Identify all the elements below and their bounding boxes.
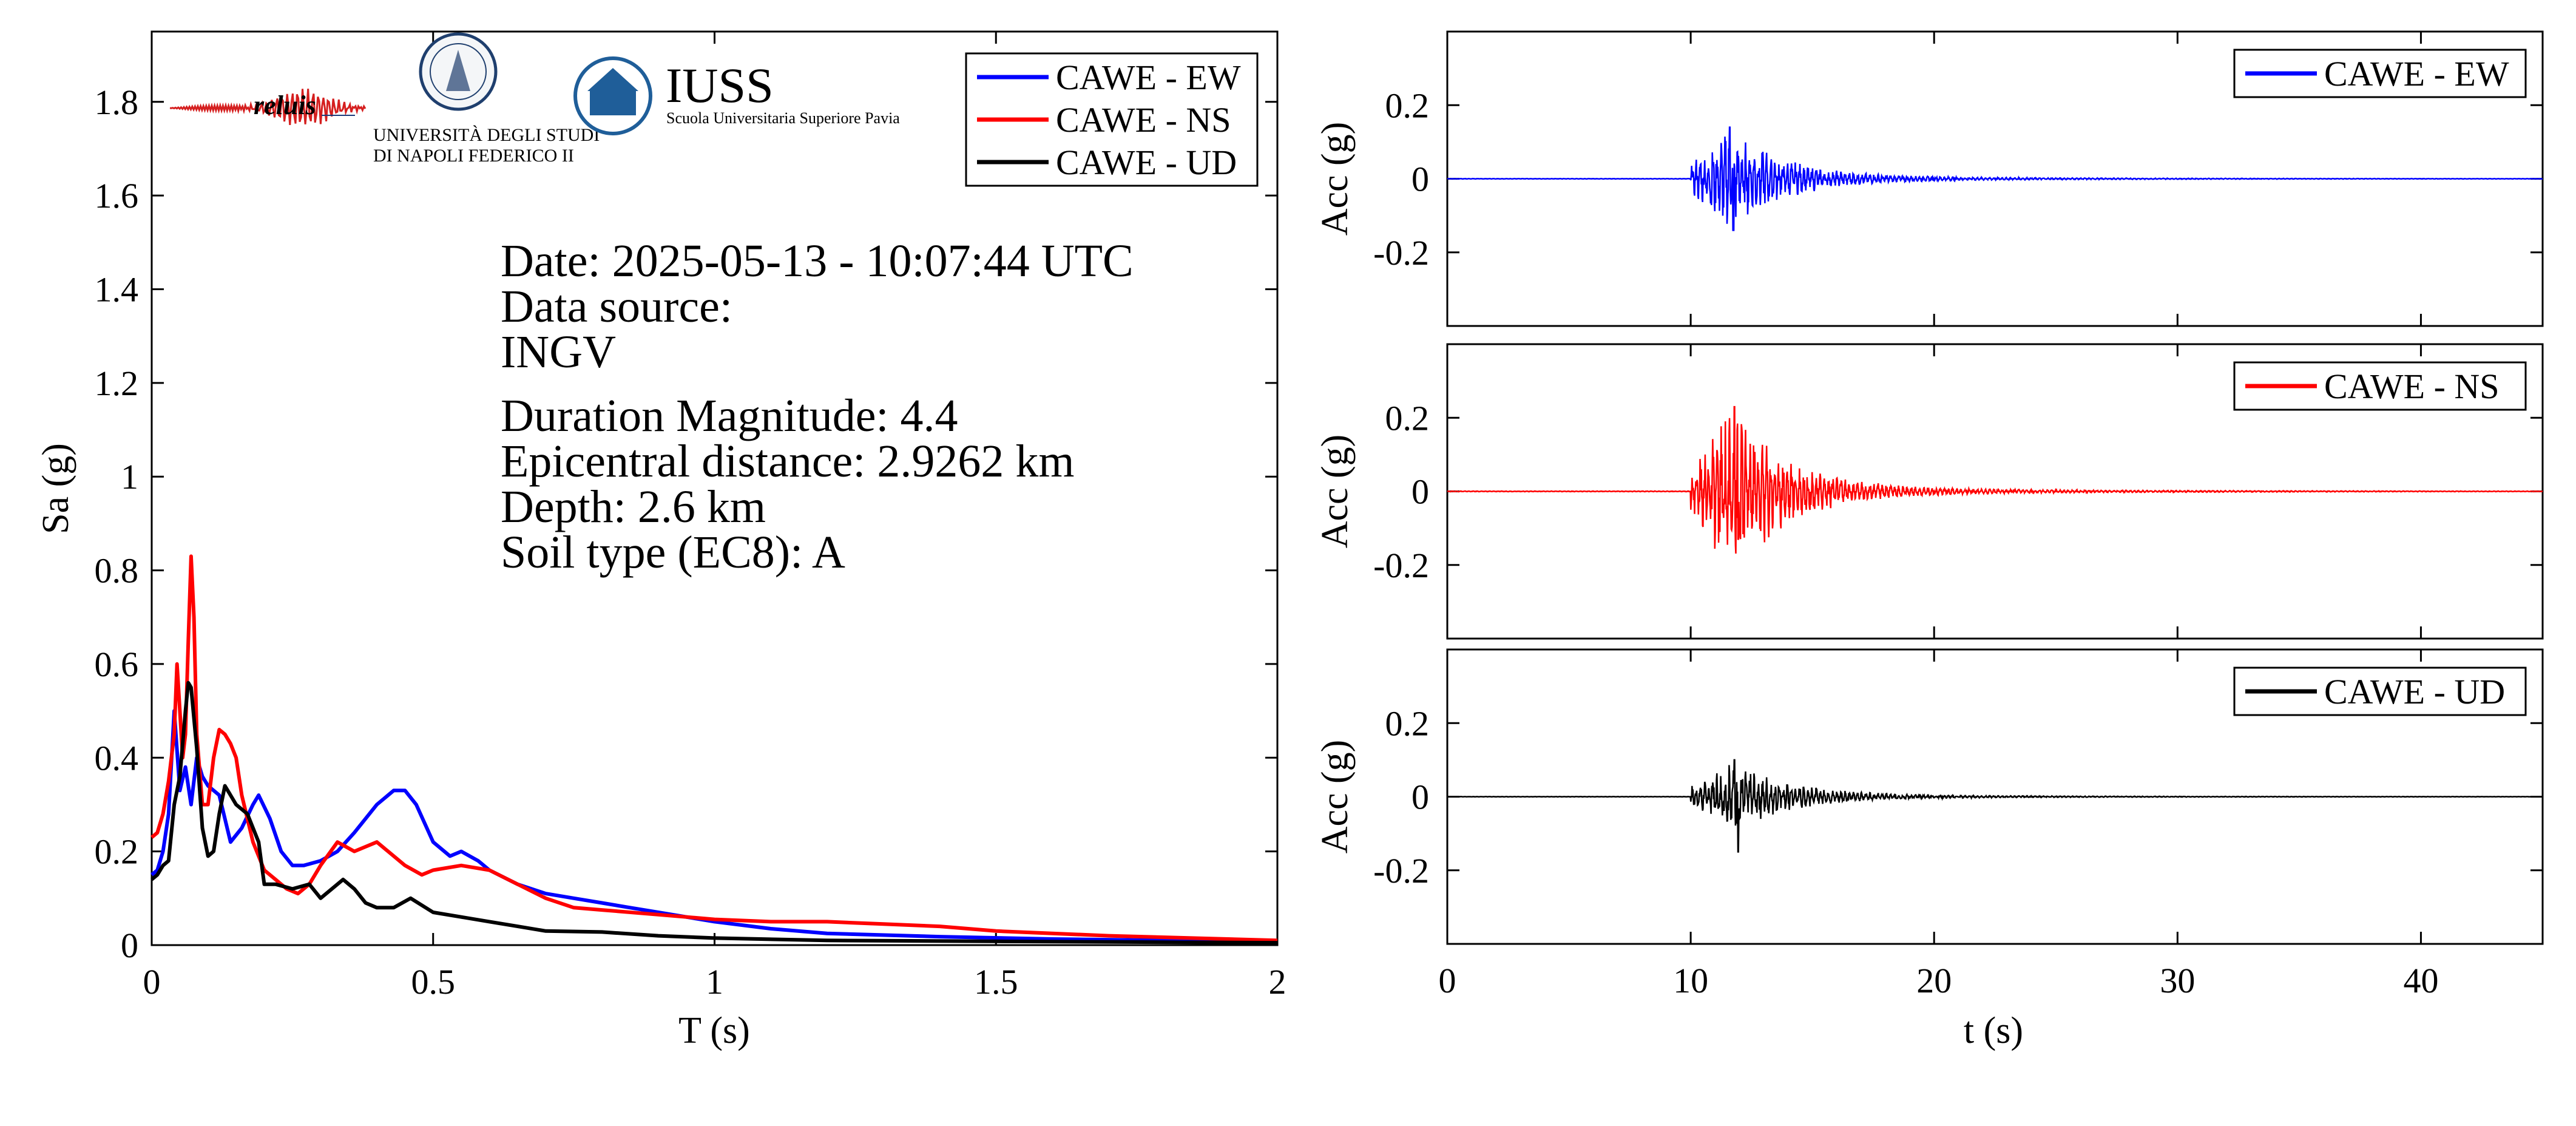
waveform-ytick-label: 0.2 bbox=[1385, 704, 1430, 743]
spectrum-lines bbox=[150, 554, 1278, 945]
waveform-ytick-label: 0.2 bbox=[1385, 398, 1430, 438]
spectrum-series-ew bbox=[150, 709, 1278, 943]
spectrum-ytick-label: 1.4 bbox=[95, 270, 139, 309]
reluis-logo: reluis bbox=[169, 89, 367, 126]
spectrum-panel: 0 0.5 1 1.5 2 0 0.2 0.4 0.6 0.8 1 1.2 1.4 1.6 1.8 T (s… bbox=[35, 30, 1286, 1051]
iuss-subtitle: Scuola Universitaria Superiore Pavia bbox=[666, 109, 900, 127]
waveform-ytick-label: -0.2 bbox=[1373, 233, 1429, 273]
info-date: Date: 2025-05-13 - 10:07:44 UTC bbox=[501, 236, 1134, 287]
info-source-label: Data source: bbox=[501, 281, 732, 332]
waveform-ytick-label: 0 bbox=[1411, 472, 1429, 512]
info-depth: Depth: 2.6 km bbox=[501, 481, 766, 532]
legend-label-ew: CAWE - EW bbox=[1056, 58, 1241, 97]
waveform-xtick-label: 40 bbox=[2403, 961, 2438, 1000]
spectrum-ytick-label: 1.8 bbox=[95, 83, 139, 122]
waveform-ylabel: Acc (g) bbox=[1314, 435, 1356, 549]
waveform-panel-ns: -0.2 0 0.2 Acc (g) CAWE - NS bbox=[1314, 343, 2544, 640]
spectrum-ytick-label: 1.2 bbox=[95, 364, 139, 403]
reluis-seismogram bbox=[169, 89, 367, 126]
info-distance: Epicentral distance: 2.9262 km bbox=[501, 436, 1075, 487]
spectrum-ytick-label: 0.4 bbox=[95, 738, 139, 778]
waveform-legend-label: CAWE - UD bbox=[2324, 672, 2505, 711]
info-soil: Soil type (EC8): A bbox=[501, 527, 845, 578]
waveform-series-ns bbox=[1447, 405, 2543, 554]
waveform-legend-label: CAWE - NS bbox=[2324, 367, 2500, 406]
waveform-ytick-label: 0.2 bbox=[1385, 86, 1430, 125]
waveform-ytick-label: -0.2 bbox=[1373, 851, 1429, 890]
spectrum-ytick-label: 0.8 bbox=[95, 551, 139, 591]
spectrum-legend: CAWE - EW CAWE - NS CAWE - UD bbox=[965, 52, 1259, 187]
waveform-ytick-label: -0.2 bbox=[1373, 546, 1429, 585]
spectrum-ytick-label: 0.6 bbox=[95, 645, 139, 684]
spectrum-ylabel: Sa (g) bbox=[35, 443, 76, 534]
waveform-xtick-label: 30 bbox=[2160, 961, 2195, 1000]
spectrum-xtick-label: 0 bbox=[143, 962, 161, 1002]
spectrum-ytick-label: 1 bbox=[121, 457, 138, 497]
iuss-logo: IUSS Scuola Universitaria Superiore Pavi… bbox=[573, 56, 900, 135]
spectrum-xtick-label: 1.5 bbox=[974, 962, 1018, 1002]
spectrum-ytick-label: 1.6 bbox=[95, 176, 139, 215]
spectrum-series-ud bbox=[150, 680, 1278, 945]
waveform-xtick-label: 20 bbox=[1916, 961, 1952, 1000]
unina-line2: DI NAPOLI FEDERICO II bbox=[373, 146, 574, 166]
legend-label-ns: CAWE - NS bbox=[1056, 100, 1231, 140]
legend-label-ud: CAWE - UD bbox=[1056, 143, 1237, 182]
waveform-xtick-label: 10 bbox=[1673, 961, 1708, 1000]
waveform-xlabel: t (s) bbox=[1964, 1010, 2023, 1051]
waveform-panels: -0.2 0 0.2 Acc (g) CAWE - EW -0.2 0 0.2 Acc (g) C… bbox=[1314, 30, 2544, 1000]
reluis-wave-graphic bbox=[169, 89, 367, 126]
spectrum-xtick-label: 2 bbox=[1269, 962, 1286, 1002]
waveform-legend-label: CAWE - EW bbox=[2324, 54, 2509, 93]
spectrum-xtick-label: 0.5 bbox=[411, 962, 456, 1002]
iuss-title: IUSS bbox=[666, 58, 774, 113]
waveform-panel-ew: -0.2 0 0.2 Acc (g) CAWE - EW bbox=[1314, 30, 2544, 327]
waveform-series-ew bbox=[1447, 126, 2543, 231]
spectrum-ytick-label: 0 bbox=[121, 926, 138, 965]
reluis-logo-text: reluis bbox=[254, 90, 316, 120]
spectrum-xlabel: T (s) bbox=[678, 1010, 750, 1051]
waveform-series-ud bbox=[1447, 759, 2543, 853]
waveform-ytick-label: 0 bbox=[1411, 778, 1429, 817]
waveform-ylabel: Acc (g) bbox=[1314, 740, 1356, 854]
spectrum-xtick-label: 1 bbox=[706, 962, 723, 1002]
unina-logo: UNIVERSITÀ DEGLI STUDI DI NAPOLI FEDERIC… bbox=[373, 32, 600, 166]
event-info: Date: 2025-05-13 - 10:07:44 UTC Data sou… bbox=[501, 236, 1134, 578]
waveform-xtick-label: 0 bbox=[1439, 961, 1456, 1000]
waveform-panel-ud: -0.2 0 0.2 0 10 20 30 40 Acc (g) CAWE - UD bbox=[1314, 648, 2544, 1000]
waveform-ylabel: Acc (g) bbox=[1314, 122, 1356, 236]
waveform-ytick-label: 0 bbox=[1411, 160, 1429, 199]
unina-line1: UNIVERSITÀ DEGLI STUDI bbox=[373, 125, 600, 145]
spectrum-ytick-label: 0.2 bbox=[95, 832, 139, 872]
info-source: INGV bbox=[501, 327, 616, 378]
info-magnitude: Duration Magnitude: 4.4 bbox=[501, 390, 958, 441]
